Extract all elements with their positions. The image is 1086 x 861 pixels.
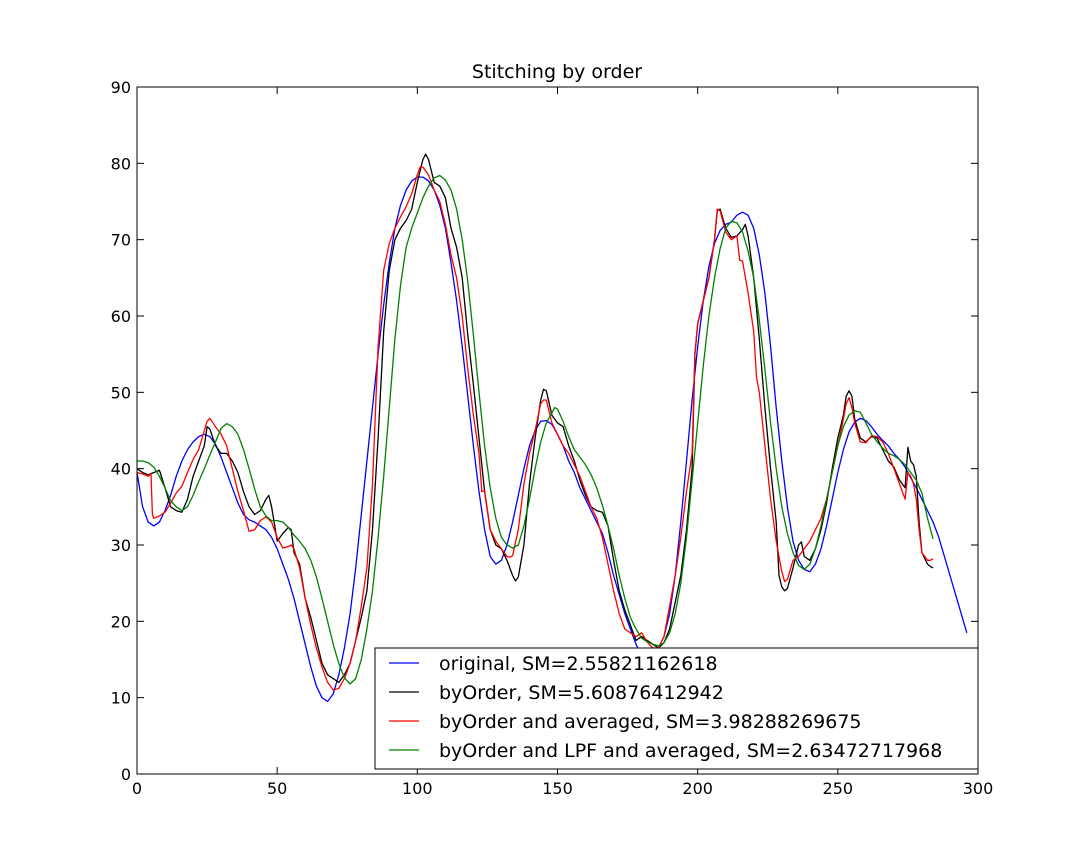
y-tick-label: 40 [111,460,131,479]
y-tick-label: 60 [111,307,131,326]
legend-box [374,647,979,770]
legend-label-2: byOrder, SM=5.60876412942 [439,682,724,704]
series-line-1 [137,176,968,703]
series-layer [137,153,968,703]
chart-title: Stitching by order [472,61,642,83]
y-tick-label: 90 [111,78,131,97]
y-tick-label: 20 [111,612,131,631]
x-tick-label: 250 [823,779,854,798]
legend: original, SM=2.55821162618 byOrder, SM=5.… [374,647,979,770]
x-tick-label: 100 [402,779,433,798]
y-tick-label: 10 [111,689,131,708]
legend-label-3: byOrder and averaged, SM=3.98288269675 [439,711,862,733]
y-tick-label: 50 [111,383,131,402]
y-tick-label: 30 [111,536,131,555]
x-tick-label: 0 [132,779,142,798]
x-tick-label: 200 [682,779,713,798]
y-tick-label: 70 [111,231,131,250]
x-tick-label: 150 [542,779,573,798]
legend-label-1: original, SM=2.55821162618 [439,653,718,675]
legend-label-4: byOrder and LPF and averaged, SM=2.63472… [439,740,942,762]
ticks-layer: 0 50 100 150 200 250 300 0 10 20 30 40 50 60 70 80 90 [111,78,994,798]
x-tick-label: 50 [267,779,287,798]
y-tick-label: 80 [111,154,131,173]
x-tick-label: 300 [963,779,994,798]
series-line-3 [137,166,934,691]
series-line-4 [137,174,934,685]
y-tick-label: 0 [121,765,131,784]
